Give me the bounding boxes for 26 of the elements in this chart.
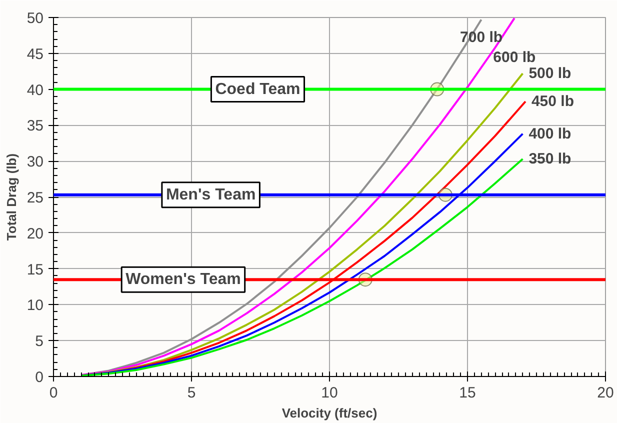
ref-line-label: Women's Team: [126, 271, 241, 288]
y-tick-label: 40: [26, 82, 44, 99]
y-tick-label: 15: [26, 261, 44, 278]
series-label: 600 lb: [493, 49, 536, 66]
x-tick-label: 20: [597, 384, 614, 402]
y-tick-label: 45: [26, 46, 44, 63]
x-tick-label: 10: [321, 384, 338, 402]
x-tick-label: 0: [49, 384, 58, 402]
y-tick-label: 50: [26, 10, 44, 27]
series-label: 350 lb: [528, 150, 572, 168]
y-tick-label: 35: [26, 118, 44, 135]
x-tick-label: 15: [459, 384, 476, 402]
x-tick-label: 5: [187, 384, 196, 402]
y-tick-label: 5: [35, 333, 44, 350]
ref-line-label: Men's Team: [166, 186, 256, 204]
series-label: 400 lb: [528, 125, 572, 142]
series-label: 450 lb: [531, 93, 574, 110]
series-label: 500 lb: [528, 65, 572, 82]
ref-line-label: Coed Team: [215, 80, 300, 98]
y-tick-label: 10: [26, 297, 44, 314]
y-tick-label: 25: [26, 190, 44, 206]
y-tick-label: 20: [26, 225, 44, 242]
y-tick-label: 0: [35, 369, 44, 386]
x-axis-title: Velocity (ft/sec): [282, 406, 378, 420]
y-tick-label: 30: [26, 154, 44, 171]
y-axis-title: Total Drag (lb): [4, 153, 19, 241]
